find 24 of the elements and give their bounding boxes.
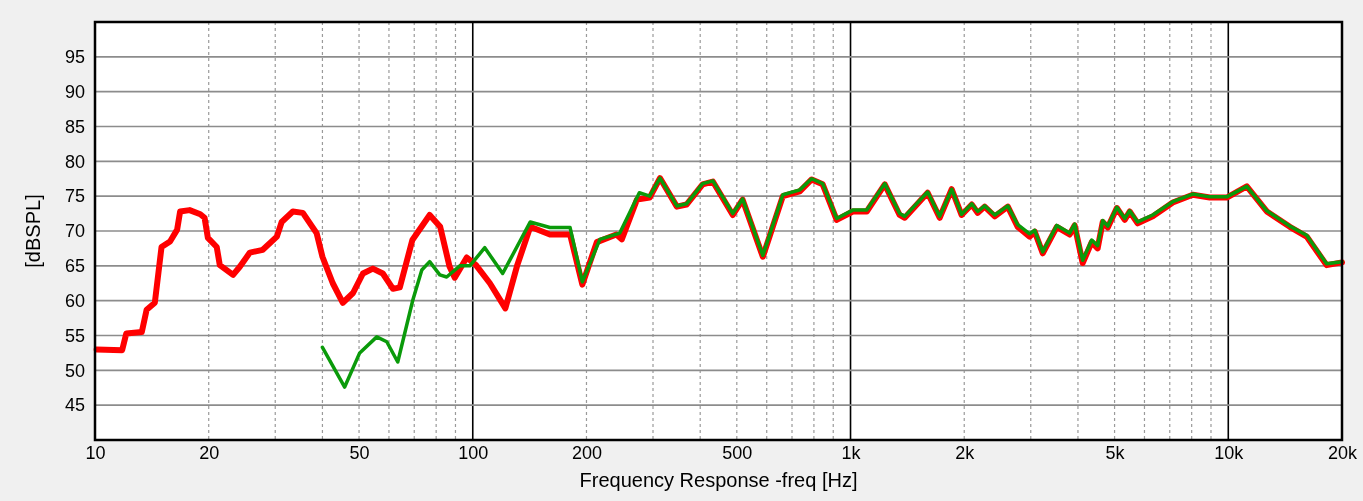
x-tick-label: 1k xyxy=(841,442,862,463)
y-axis-title: [dBSPL] xyxy=(22,194,44,268)
x-tick-label: 100 xyxy=(458,442,489,463)
y-tick-label: 80 xyxy=(64,151,85,172)
y-tick-label: 85 xyxy=(64,116,85,137)
y-tick-label: 45 xyxy=(64,395,85,416)
x-tick-label: 5k xyxy=(1105,442,1126,463)
x-tick-label: 10 xyxy=(85,442,106,463)
x-tick-label: 500 xyxy=(722,442,753,463)
y-tick-label: 95 xyxy=(64,47,85,68)
x-tick-label: 20k xyxy=(1327,442,1359,463)
y-tick-label: 65 xyxy=(64,256,85,277)
x-tick-label: 2k xyxy=(955,442,976,463)
x-tick-label: 10k xyxy=(1214,442,1245,463)
y-tick-label: 50 xyxy=(64,360,85,381)
y-tick-label: 90 xyxy=(64,81,85,102)
x-axis-title: Frequency Response -freq [Hz] xyxy=(579,469,858,491)
x-tick-label: 200 xyxy=(571,442,602,463)
y-tick-label: 75 xyxy=(64,186,85,207)
y-tick-label: 55 xyxy=(64,325,85,346)
x-tick-label: 20 xyxy=(199,442,220,463)
x-tick-label: 50 xyxy=(349,442,370,463)
y-tick-label: 60 xyxy=(64,290,85,311)
y-tick-label: 70 xyxy=(64,221,85,242)
